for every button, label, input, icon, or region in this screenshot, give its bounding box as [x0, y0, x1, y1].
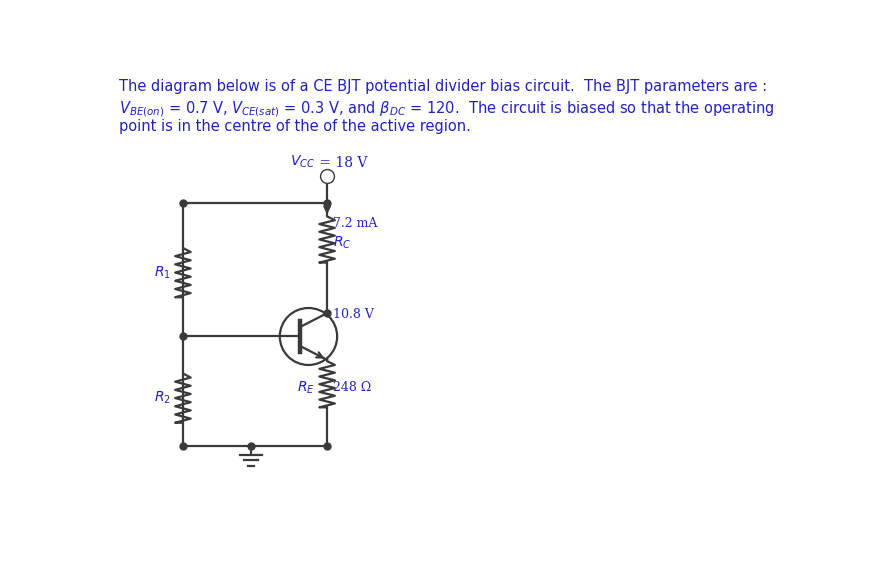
Text: $V_{CC}$: $V_{CC}$: [290, 154, 315, 170]
Text: = 18 V: = 18 V: [315, 156, 368, 170]
Text: $R_C$: $R_C$: [333, 234, 352, 251]
Text: $R_2$: $R_2$: [154, 390, 171, 407]
Text: 7.2 mA: 7.2 mA: [333, 217, 378, 230]
Text: $R_1$: $R_1$: [154, 264, 171, 281]
Text: The diagram below is of a CE BJT potential divider bias circuit.  The BJT parame: The diagram below is of a CE BJT potenti…: [120, 79, 767, 94]
Text: point is in the centre of the of the active region.: point is in the centre of the of the act…: [120, 119, 472, 134]
Text: 10.8 V: 10.8 V: [333, 308, 374, 321]
Text: $R_E$: $R_E$: [297, 379, 314, 396]
Text: 248 Ω: 248 Ω: [333, 381, 371, 394]
Text: $V_{BE(on)}$ = 0.7 V, $V_{CE(sat)}$ = 0.3 V, and $\beta_{DC}$ = 120.  The circui: $V_{BE(on)}$ = 0.7 V, $V_{CE(sat)}$ = 0.…: [120, 99, 775, 119]
